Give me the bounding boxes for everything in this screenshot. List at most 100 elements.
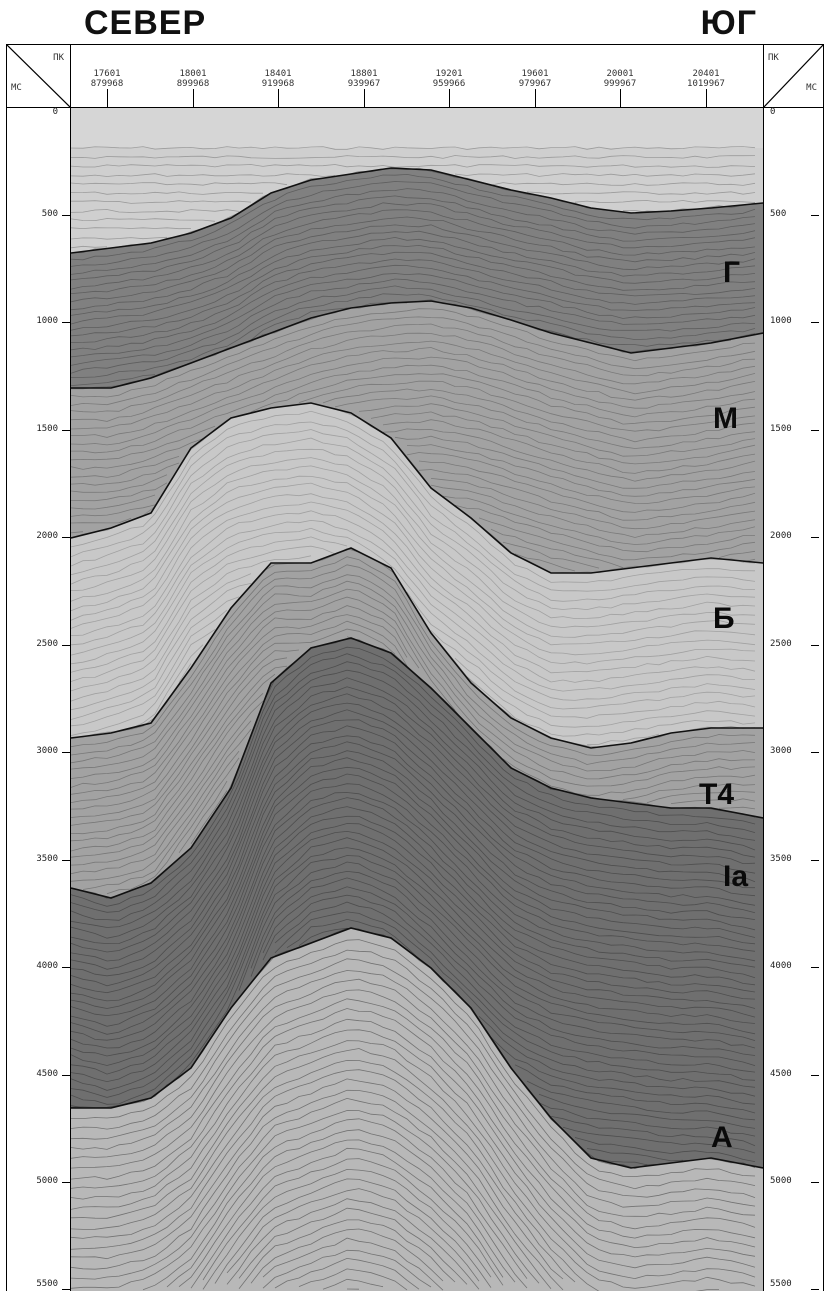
reflection-line [71, 978, 756, 1217]
time-tick-mark [811, 214, 819, 216]
reflection-line [71, 766, 756, 1027]
time-tick-label: 4500 [36, 1068, 58, 1079]
reflection-line [71, 596, 240, 720]
reflection-line [322, 1278, 384, 1290]
reflection-line [71, 709, 756, 970]
layer-m-b [71, 301, 763, 573]
reflection-line [71, 181, 756, 267]
time-tick-label: 2500 [770, 638, 792, 649]
reflection-line [71, 410, 756, 583]
reflection-line [71, 628, 756, 818]
reflection-line [71, 998, 756, 1239]
diagonal-divider [762, 43, 824, 108]
time-tick-mark [62, 752, 70, 754]
reflection-line [71, 465, 756, 638]
reflection-line [226, 1198, 480, 1290]
reflection-line [142, 1118, 528, 1291]
seismic-image [71, 146, 763, 1291]
reflection-line [71, 741, 756, 1002]
reflection-line [71, 264, 756, 351]
reflection-line [71, 316, 756, 406]
time-axis-right: 0 500 1000 1500 2000 2500 3000 3500 4000 4500 5000… [763, 107, 824, 1291]
reflection-line [71, 501, 756, 674]
time-tick-label: 4000 [770, 961, 792, 972]
time-tick-label: 4000 [36, 961, 58, 972]
reflection-line [71, 939, 756, 1178]
reflection-line [71, 719, 756, 977]
reflection-line [250, 877, 756, 1056]
picket-number: 18001 [179, 69, 207, 79]
layer-upper-sediments [71, 148, 763, 253]
reflection-line [71, 188, 756, 275]
reflection-line [71, 1018, 756, 1258]
reflection-line [71, 806, 756, 1066]
time-tick-mark [62, 1289, 70, 1290]
reflection-line [71, 728, 252, 882]
reflection-line [71, 403, 756, 493]
reflection-line [71, 209, 756, 294]
time-tick-mark [62, 1182, 70, 1184]
reflection-line [71, 1029, 756, 1269]
time-axis-left: 0 500 1000 1500 2000 2500 3000 3500 4000 4500 5000… [6, 107, 71, 1291]
reflection-line [71, 457, 756, 629]
layer-g-m [71, 168, 763, 388]
reflection-line [71, 545, 756, 719]
picket-number: 19601 [521, 69, 549, 79]
reflection-line [71, 783, 756, 1041]
time-tick-mark [811, 429, 819, 431]
time-tick-label: 5000 [36, 1176, 58, 1187]
reflection-line [178, 780, 228, 854]
reflection-line [71, 285, 756, 374]
reflection-line [71, 428, 756, 517]
time-tick-mark [62, 644, 70, 646]
reflection-line [71, 435, 756, 524]
reflection-line [418, 460, 756, 513]
time-tick-label: 2500 [36, 638, 58, 649]
horizon-line-b [71, 402, 763, 574]
reflection-line [71, 173, 756, 261]
reflection-texture [71, 146, 756, 1291]
picket-coordinate: 979967 [518, 79, 552, 89]
time-tick-mark [62, 322, 70, 324]
time-tick-mark [811, 644, 819, 646]
reflection-line [526, 1080, 756, 1121]
reflection-line [71, 629, 216, 736]
reflection-line [71, 173, 756, 177]
reflection-line [71, 620, 756, 810]
reflection-line [71, 823, 756, 1083]
picket-label: 17601 879968 [72, 69, 142, 89]
reflection-line [71, 510, 756, 683]
picket-number: 20001 [606, 69, 634, 79]
reflection-line [178, 1139, 516, 1288]
time-tick-label: 3500 [36, 853, 58, 864]
time-tick-label: 5500 [770, 1279, 792, 1289]
reflection-line [71, 1110, 540, 1289]
reflection-line [71, 588, 756, 787]
reflection-line [274, 1257, 420, 1290]
reflection-line [202, 1158, 504, 1286]
reflection-line [71, 646, 756, 907]
picket-coordinate: 919968 [261, 79, 295, 89]
time-tick-mark [811, 107, 819, 108]
horizon-label-t4: Т4 [699, 778, 735, 811]
reflection-line [71, 564, 756, 765]
reflection-line [71, 605, 756, 800]
reflection-line [574, 1137, 756, 1162]
picket-label: 19201 959966 [414, 69, 484, 89]
reflection-line [430, 478, 756, 530]
reflection-line [71, 773, 756, 1035]
time-tick-label: 1000 [36, 316, 58, 327]
reflection-line [71, 493, 756, 665]
picket-label: 18801 939967 [329, 69, 399, 89]
picket-tick [449, 89, 450, 109]
reflection-line [514, 1064, 756, 1114]
time-tick-mark [811, 1074, 819, 1076]
reflection-line [274, 911, 756, 1088]
time-tick-label: 3500 [770, 853, 792, 864]
reflection-line [71, 958, 756, 1198]
picket-unit-label-left: ПК [53, 53, 64, 63]
reflection-line [71, 218, 216, 222]
reflection-line [71, 293, 756, 378]
time-tick-mark [62, 967, 70, 969]
picket-number: 17601 [93, 69, 121, 79]
